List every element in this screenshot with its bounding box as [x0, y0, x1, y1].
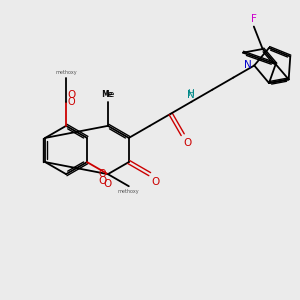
Text: O: O: [151, 177, 159, 187]
Text: O: O: [68, 97, 75, 107]
Text: N: N: [244, 61, 252, 70]
Text: F: F: [251, 14, 257, 24]
Text: O: O: [99, 169, 106, 179]
Text: methoxy: methoxy: [55, 70, 77, 75]
Text: methoxy: methoxy: [118, 189, 140, 194]
Text: O: O: [67, 90, 75, 100]
Text: O: O: [98, 176, 106, 186]
Text: H: H: [187, 89, 194, 98]
Text: Me: Me: [103, 90, 113, 99]
Text: Me: Me: [101, 90, 115, 99]
Text: N: N: [187, 90, 194, 100]
Text: O: O: [183, 138, 191, 148]
Text: O: O: [104, 179, 112, 189]
